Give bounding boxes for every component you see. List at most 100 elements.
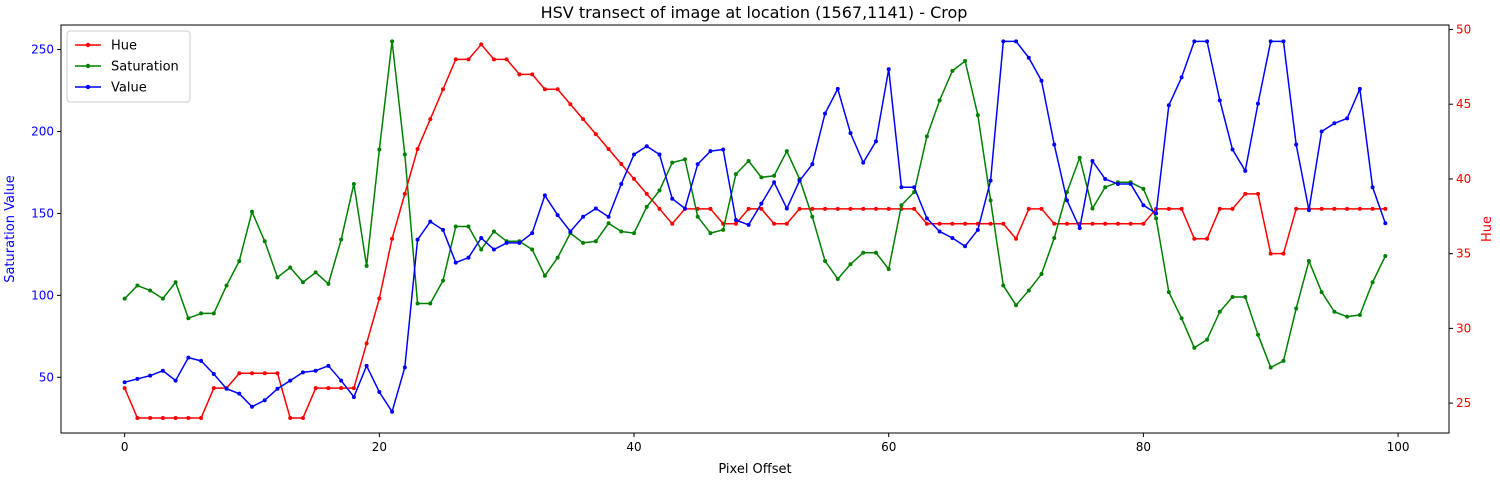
data-point-hue <box>288 416 293 421</box>
data-point-hue <box>759 206 764 211</box>
data-point-hue <box>835 206 840 211</box>
data-point-saturation <box>619 229 624 234</box>
data-point-saturation <box>1306 258 1311 263</box>
data-point-value <box>326 363 331 368</box>
data-point-saturation <box>988 198 993 203</box>
data-point-saturation <box>199 311 204 316</box>
data-point-saturation <box>173 280 178 285</box>
data-point-value <box>1001 39 1006 44</box>
data-point-hue <box>1064 221 1069 226</box>
data-point-value <box>1141 203 1146 208</box>
data-point-hue <box>1179 206 1184 211</box>
data-point-value <box>1357 86 1362 91</box>
data-point-saturation <box>1154 216 1159 221</box>
data-point-hue <box>160 416 165 421</box>
data-point-value <box>453 260 458 265</box>
data-point-value <box>300 370 305 375</box>
data-point-hue <box>937 221 942 226</box>
data-point-value <box>466 255 471 260</box>
data-point-saturation <box>453 224 458 229</box>
chart-title: HSV transect of image at location (1567,… <box>541 3 968 22</box>
data-point-saturation <box>1090 206 1095 211</box>
series-line-saturation <box>124 40 1387 369</box>
x-axis-label: Pixel Offset <box>718 462 791 477</box>
data-point-saturation <box>886 267 891 272</box>
data-point-value <box>542 193 547 198</box>
data-point-value <box>1294 142 1299 147</box>
data-point-saturation <box>326 281 331 286</box>
y-left-tick-label: 150 <box>31 206 54 220</box>
data-point-hue <box>326 386 331 391</box>
data-point-hue <box>1357 206 1362 211</box>
data-point-value <box>1255 101 1260 106</box>
data-point-saturation <box>122 296 127 301</box>
legend-marker-hue <box>85 42 91 48</box>
data-point-hue <box>1230 206 1235 211</box>
data-point-saturation <box>1319 290 1324 295</box>
data-point-hue <box>886 206 891 211</box>
data-point-saturation <box>1370 280 1375 285</box>
series-value <box>122 39 1388 414</box>
data-point-saturation <box>211 311 216 316</box>
y-right-tick-label: 40 <box>1456 172 1471 186</box>
data-point-saturation <box>670 160 675 165</box>
y-right-tick-label: 30 <box>1456 321 1471 335</box>
data-point-saturation <box>262 239 267 244</box>
data-point-saturation <box>861 250 866 255</box>
data-point-value <box>339 378 344 383</box>
data-point-saturation <box>873 250 878 255</box>
data-point-saturation <box>1268 365 1273 370</box>
data-point-saturation <box>313 270 318 275</box>
data-point-saturation <box>351 181 356 186</box>
data-point-value <box>1217 98 1222 103</box>
data-point-saturation <box>1383 254 1388 259</box>
data-point-hue <box>861 206 866 211</box>
data-point-saturation <box>963 59 968 64</box>
data-point-hue <box>950 221 955 226</box>
data-point-saturation <box>1192 345 1197 350</box>
data-point-value <box>160 368 165 373</box>
data-point-value <box>504 240 509 245</box>
data-point-value <box>364 363 369 368</box>
data-point-hue <box>670 221 675 226</box>
data-point-value <box>479 236 484 241</box>
data-point-hue <box>810 206 815 211</box>
data-point-value <box>759 201 764 206</box>
data-point-value <box>1230 147 1235 152</box>
data-point-saturation <box>924 134 929 139</box>
data-point-value <box>211 372 216 377</box>
data-point-hue <box>823 206 828 211</box>
data-point-value <box>708 149 713 154</box>
data-point-value <box>122 380 127 385</box>
legend-marker-saturation <box>85 63 91 69</box>
data-point-value <box>135 376 140 381</box>
data-point-value <box>632 152 637 157</box>
data-point-hue <box>772 221 777 226</box>
data-point-value <box>1192 39 1197 44</box>
x-tick-label: 0 <box>121 440 129 454</box>
x-tick-label: 80 <box>1136 440 1151 454</box>
data-point-saturation <box>772 173 777 178</box>
data-point-saturation <box>759 175 764 180</box>
y-right-tick-label: 45 <box>1456 97 1471 111</box>
legend-label-hue: Hue <box>111 39 137 54</box>
data-point-value <box>148 373 153 378</box>
data-point-hue <box>186 416 191 421</box>
data-point-hue <box>619 161 624 166</box>
data-point-hue <box>1115 221 1120 226</box>
data-point-saturation <box>1141 186 1146 191</box>
data-point-saturation <box>441 278 446 283</box>
data-point-value <box>886 67 891 72</box>
data-point-saturation <box>1243 295 1248 299</box>
data-point-hue <box>1090 221 1095 226</box>
x-tick-label: 100 <box>1387 440 1410 454</box>
data-point-value <box>1115 181 1120 186</box>
data-point-saturation <box>746 159 751 163</box>
data-point-hue <box>1370 206 1375 211</box>
data-point-saturation <box>695 214 700 219</box>
legend-label-value: Value <box>111 81 147 96</box>
data-point-value <box>262 398 267 403</box>
data-point-saturation <box>402 152 407 157</box>
data-point-hue <box>237 371 242 376</box>
data-point-hue <box>466 57 471 62</box>
